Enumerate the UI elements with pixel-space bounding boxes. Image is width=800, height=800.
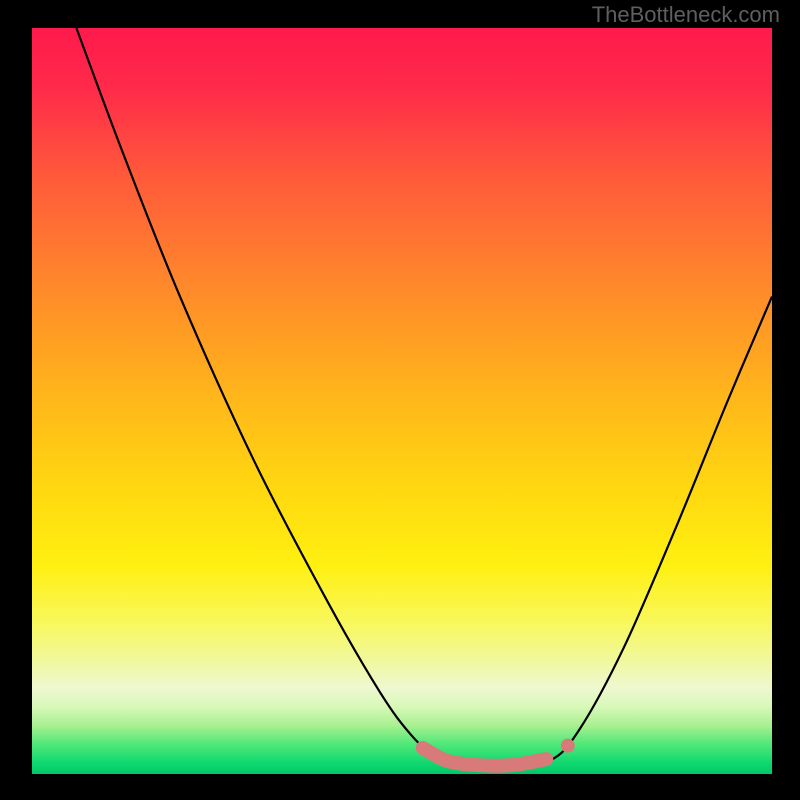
chart-stage: TheBottleneck.com bbox=[0, 0, 800, 800]
curve-layer bbox=[0, 0, 800, 800]
optimal-range-highlight bbox=[423, 748, 547, 766]
bottleneck-curve bbox=[76, 28, 772, 767]
highlight-end-dot bbox=[561, 739, 575, 753]
watermark-text: TheBottleneck.com bbox=[592, 2, 780, 28]
